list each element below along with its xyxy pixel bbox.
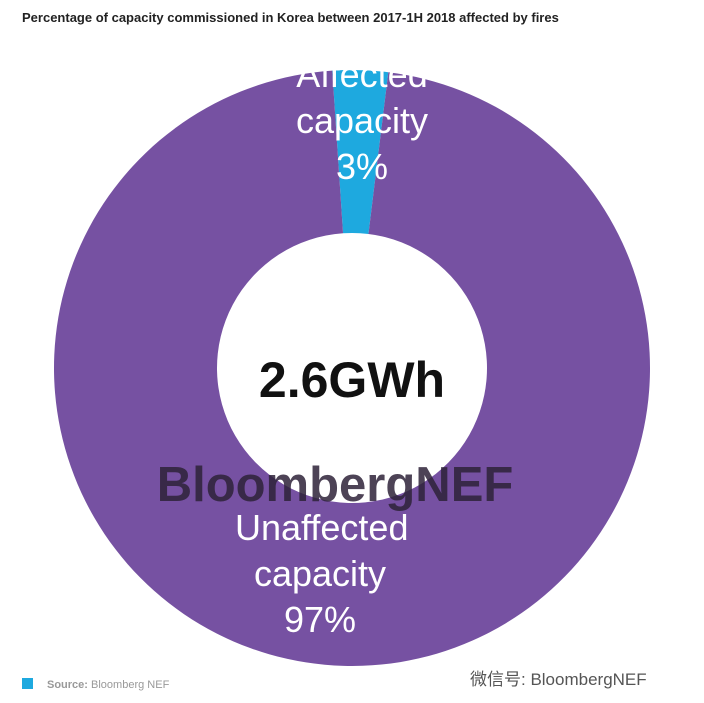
- slice: [54, 70, 651, 666]
- center-label: 2.6GWh: [259, 352, 445, 408]
- slice: [332, 70, 389, 235]
- slice-label: Unaffected capacity 97%: [235, 505, 409, 643]
- source: Source: Bloomberg NEF: [22, 678, 169, 691]
- category-label: Unaffected capacity: [235, 507, 409, 594]
- value-label: 97%: [283, 599, 357, 640]
- source-text: Bloomberg NEF: [91, 679, 170, 691]
- slice-label: Affected capacity 3%: [277, 52, 447, 190]
- wechat-id: 微信号: BloombergNEF: [470, 670, 647, 689]
- value-label: 3%: [335, 146, 389, 187]
- watermark: BloombergNEF: [157, 458, 514, 512]
- source-marker: [22, 678, 33, 689]
- source-label: Source:: [47, 679, 88, 691]
- chart-title: Percentage of capacity commissioned in K…: [22, 10, 559, 25]
- category-label: Affected capacity: [295, 54, 429, 141]
